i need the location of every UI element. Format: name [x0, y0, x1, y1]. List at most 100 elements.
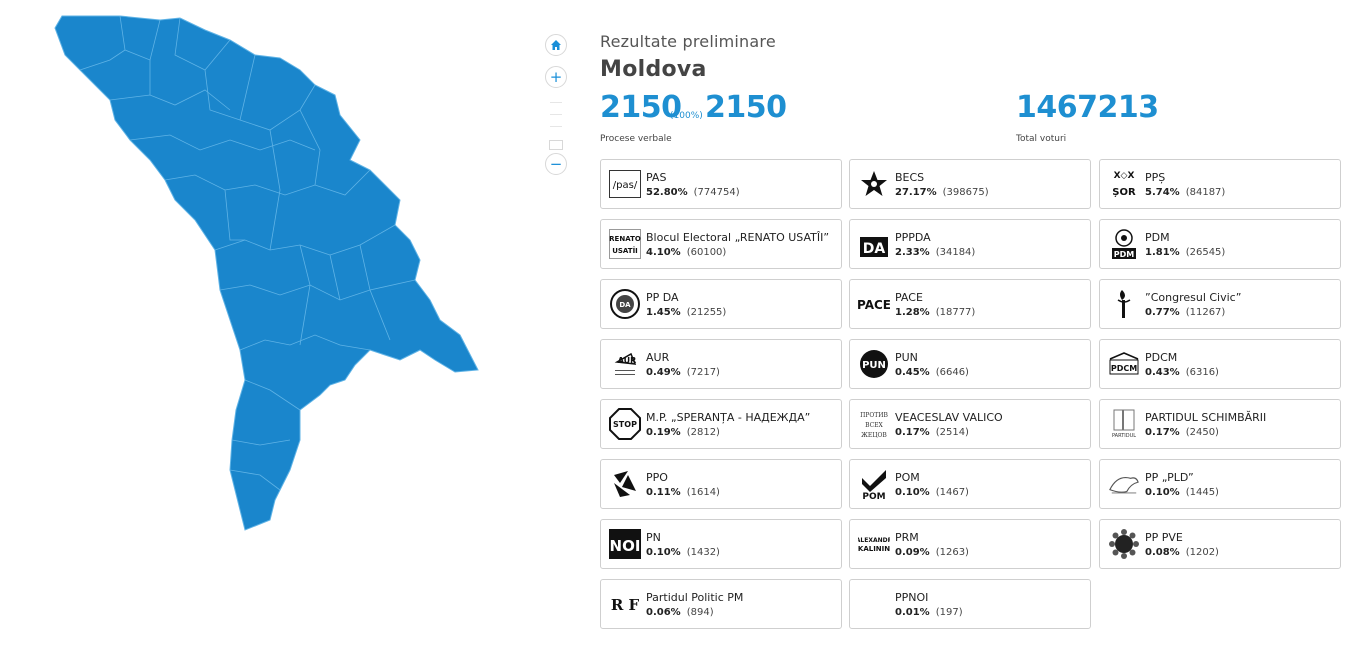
- party-votes: (774754): [693, 187, 740, 198]
- party-logo: PARTIDUL: [1108, 408, 1140, 440]
- party-stats: 1.45% (21255): [646, 307, 726, 318]
- party-name: Blocul Electoral „RENATO USATÎI”: [646, 231, 830, 244]
- party-votes: (34184): [935, 247, 976, 258]
- ppda-logo-icon: DA: [610, 289, 640, 319]
- party-votes: (197): [935, 607, 963, 618]
- party-logo: NOI: [609, 528, 641, 560]
- party-votes: (11267): [1185, 307, 1226, 318]
- party-votes: (1432): [686, 547, 720, 558]
- party-stats: 0.08% (1202): [1145, 547, 1219, 558]
- party-result-card[interactable]: BECS 27.17% (398675): [849, 159, 1091, 209]
- party-logo: DA: [609, 288, 641, 320]
- party-votes: (6646): [935, 367, 969, 378]
- svg-text:R F: R F: [611, 596, 640, 614]
- party-result-card[interactable]: POM POM 0.10% (1467): [849, 459, 1091, 509]
- party-percent: 1.28%: [895, 307, 930, 318]
- party-logo: DA: [858, 228, 890, 260]
- svg-text:PDM: PDM: [1114, 250, 1135, 259]
- party-result-card[interactable]: PP „PLD” 0.10% (1445): [1099, 459, 1341, 509]
- total-votes-count: 1467213: [1016, 90, 1159, 125]
- svg-text:ПРОТИВ: ПРОТИВ: [860, 412, 888, 419]
- sunflower-icon: [1109, 529, 1139, 559]
- zoom-slider-tick[interactable]: [550, 126, 562, 127]
- party-result-card[interactable]: PARTIDUL PARTIDUL SCHIMBĂRII 0.17% (2450): [1099, 399, 1341, 449]
- minus-icon: −: [549, 154, 563, 173]
- valico-logo-icon: ПРОТИВ ВСЕХ ЖЕЦОВ: [860, 412, 888, 439]
- svg-text:STOP: STOP: [613, 420, 637, 429]
- home-button[interactable]: [545, 34, 567, 56]
- party-percent: 0.45%: [895, 367, 930, 378]
- party-result-card[interactable]: ПРОТИВ ВСЕХ ЖЕЦОВ VEACESLAV VALICO 0.17% (251…: [849, 399, 1091, 449]
- party-name: PDM: [1145, 231, 1170, 244]
- party-percent: 0.43%: [1145, 367, 1180, 378]
- moldova-region-shape[interactable]: [54, 15, 479, 531]
- party-result-card[interactable]: DA PPPDA 2.33% (34184): [849, 219, 1091, 269]
- party-result-card[interactable]: PPO 0.11% (1614): [600, 459, 842, 509]
- party-percent: 52.80%: [646, 187, 688, 198]
- party-stats: 0.10% (1467): [895, 487, 969, 498]
- party-logo: AUR: [609, 348, 641, 380]
- party-result-card[interactable]: DA PP DA 1.45% (21255): [600, 279, 842, 329]
- results-subtitle: Rezultate preliminare: [600, 32, 776, 51]
- zoom-slider-tick[interactable]: [550, 102, 562, 103]
- pun-logo-icon: PUN: [860, 350, 888, 378]
- party-result-card[interactable]: ALEXANDR KALININ PRM 0.09% (1263): [849, 519, 1091, 569]
- party-logo: [858, 168, 890, 200]
- party-percent: 0.19%: [646, 427, 681, 438]
- party-result-card[interactable]: R F Partidul Politic PM 0.06% (894): [600, 579, 842, 629]
- party-result-card[interactable]: RENATO USATÎI Blocul Electoral „RENATO USA…: [600, 219, 842, 269]
- moldova-map[interactable]: [0, 0, 590, 654]
- party-percent: 1.45%: [646, 307, 681, 318]
- svg-text:POM: POM: [862, 492, 885, 500]
- party-votes: (894): [686, 607, 714, 618]
- stop-sign-icon: STOP: [609, 408, 641, 440]
- party-result-card[interactable]: PPNOI 0.01% (197): [849, 579, 1091, 629]
- party-logo: [1108, 468, 1140, 500]
- party-percent: 0.49%: [646, 367, 681, 378]
- party-name: BECS: [895, 171, 925, 184]
- svg-text:AUR: AUR: [618, 356, 637, 365]
- party-percent: 0.77%: [1145, 307, 1180, 318]
- map-panel[interactable]: + −: [0, 0, 590, 654]
- party-logo: PACE: [858, 288, 890, 320]
- svg-text:NOI: NOI: [610, 537, 641, 555]
- svg-text:KALININ: KALININ: [858, 545, 890, 553]
- party-result-card[interactable]: AUR AUR 0.49% (7217): [600, 339, 842, 389]
- party-result-card[interactable]: ”Congresul Civic” 0.77% (11267): [1099, 279, 1341, 329]
- party-logo: PDM: [1108, 228, 1140, 260]
- party-stats: 2.33% (34184): [895, 247, 975, 258]
- party-result-card[interactable]: PP PVE 0.08% (1202): [1099, 519, 1341, 569]
- party-votes: (84187): [1185, 187, 1226, 198]
- party-result-card[interactable]: /pas/PAS 52.80% (774754): [600, 159, 842, 209]
- party-result-card[interactable]: PACE PACE 1.28% (18777): [849, 279, 1091, 329]
- zoom-out-button[interactable]: −: [545, 153, 567, 175]
- pace-logo-icon: PACE: [858, 298, 890, 312]
- zoom-in-button[interactable]: +: [545, 66, 567, 88]
- pppda-logo-icon: DA: [860, 237, 888, 257]
- zoom-slider-handle[interactable]: [549, 140, 563, 150]
- svg-text:ȘOR: ȘOR: [1112, 187, 1136, 198]
- party-result-card[interactable]: PDM PDM 1.81% (26545): [1099, 219, 1341, 269]
- zoom-slider-tick[interactable]: [550, 114, 562, 115]
- party-result-card[interactable]: NOI PN 0.10% (1432): [600, 519, 842, 569]
- party-percent: 2.33%: [895, 247, 930, 258]
- party-votes: (2450): [1185, 427, 1219, 438]
- processed-count: 2150: [600, 90, 682, 125]
- party-stats: 52.80% (774754): [646, 187, 740, 198]
- party-logo: ПРОТИВ ВСЕХ ЖЕЦОВ: [858, 408, 890, 440]
- party-name: PP DA: [646, 291, 679, 304]
- party-stats: 0.17% (2450): [1145, 427, 1219, 438]
- party-result-card[interactable]: PDCM PDCM 0.43% (6316): [1099, 339, 1341, 389]
- party-stats: 0.01% (197): [895, 607, 963, 618]
- party-result-card[interactable]: X◇X ȘOR PPȘ 5.74% (84187): [1099, 159, 1341, 209]
- party-result-card[interactable]: PUN PUN 0.45% (6646): [849, 339, 1091, 389]
- usatii-logo-icon: RENATO USATÎI: [609, 229, 641, 259]
- party-percent: 0.11%: [646, 487, 681, 498]
- party-logo: PDCM: [1108, 348, 1140, 380]
- party-result-card[interactable]: STOP M.P. „SPERANȚA - НАДЕЖДА” 0.19% (2812): [600, 399, 842, 449]
- party-percent: 5.74%: [1145, 187, 1180, 198]
- party-logo: [858, 588, 890, 620]
- party-name: PP PVE: [1145, 531, 1183, 544]
- torch-icon: [1117, 290, 1131, 318]
